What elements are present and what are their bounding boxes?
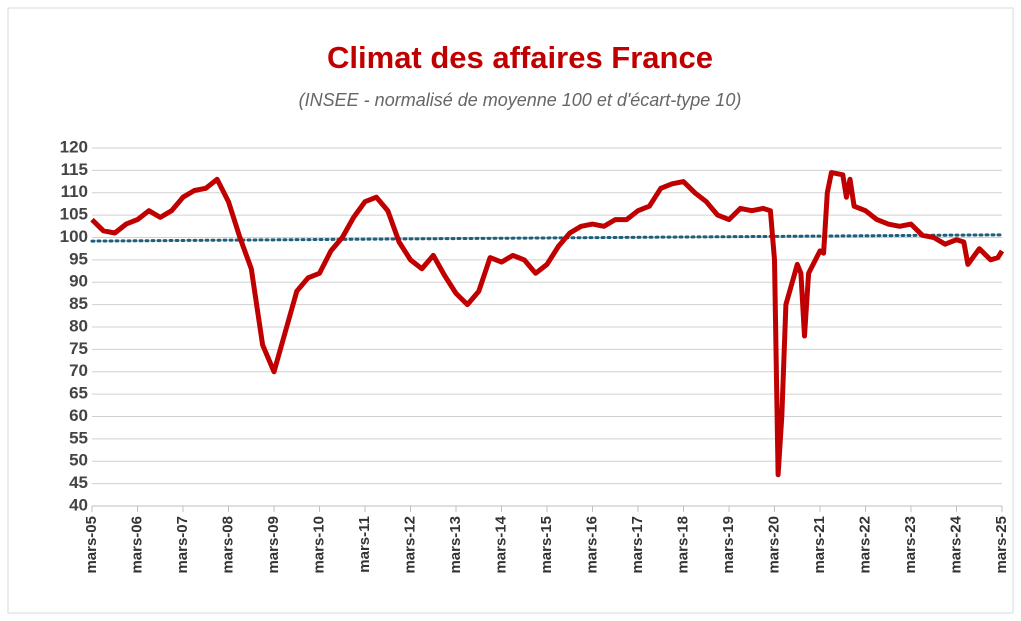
x-tick-label: mars-11 bbox=[356, 516, 373, 573]
x-tick-label: mars-12 bbox=[401, 516, 418, 574]
trend-line bbox=[90, 233, 1004, 243]
x-tick-label: mars-20 bbox=[765, 516, 782, 574]
x-tick-label: mars-14 bbox=[492, 515, 509, 573]
y-tick-label: 90 bbox=[69, 272, 88, 291]
y-tick-label: 50 bbox=[69, 451, 88, 470]
data-line bbox=[90, 170, 1005, 478]
x-tick-label: mars-07 bbox=[174, 516, 191, 574]
x-tick-label: mars-19 bbox=[720, 516, 737, 574]
x-tick-label: mars-16 bbox=[583, 516, 600, 574]
x-tick-label: mars-15 bbox=[538, 516, 555, 574]
y-tick-label: 70 bbox=[69, 361, 88, 380]
x-tick-label: mars-09 bbox=[265, 516, 282, 574]
y-tick-label: 115 bbox=[61, 160, 88, 179]
y-tick-label: 85 bbox=[69, 294, 88, 313]
x-tick-label: mars-10 bbox=[310, 516, 327, 574]
y-tick-label: 40 bbox=[69, 495, 88, 514]
x-tick-label: mars-23 bbox=[902, 516, 919, 574]
chart-frame bbox=[7, 7, 1014, 614]
chart-subtitle: (INSEE - normalisé de moyenne 100 et d'é… bbox=[299, 90, 742, 110]
x-tick-label: mars-25 bbox=[993, 516, 1010, 574]
y-tick-label: 80 bbox=[69, 316, 88, 335]
y-tick-label: 105 bbox=[60, 205, 88, 224]
x-tick-label: mars-22 bbox=[856, 516, 873, 574]
y-tick-label: 75 bbox=[69, 339, 88, 358]
y-tick-label: 45 bbox=[69, 473, 88, 492]
y-tick-label: 110 bbox=[61, 182, 88, 201]
x-tick-label: mars-05 bbox=[83, 516, 100, 574]
y-tick-label: 120 bbox=[60, 137, 88, 156]
x-tick-label: mars-18 bbox=[674, 516, 691, 574]
x-tick-label: mars-08 bbox=[219, 516, 236, 574]
y-tick-label: 100 bbox=[60, 227, 88, 246]
x-tick-label: mars-13 bbox=[447, 516, 464, 574]
y-tick-label: 60 bbox=[69, 406, 88, 425]
x-tick-label: mars-06 bbox=[128, 516, 145, 574]
y-tick-label: 65 bbox=[69, 384, 88, 403]
y-tick-label: 55 bbox=[69, 428, 88, 447]
x-tick-label: mars-17 bbox=[629, 516, 646, 574]
y-tick-label: 95 bbox=[69, 249, 88, 268]
chart-title: Climat des affaires France bbox=[327, 40, 713, 75]
x-tick-label: mars-24 bbox=[947, 515, 964, 573]
x-tick-label: mars-21 bbox=[811, 516, 828, 574]
